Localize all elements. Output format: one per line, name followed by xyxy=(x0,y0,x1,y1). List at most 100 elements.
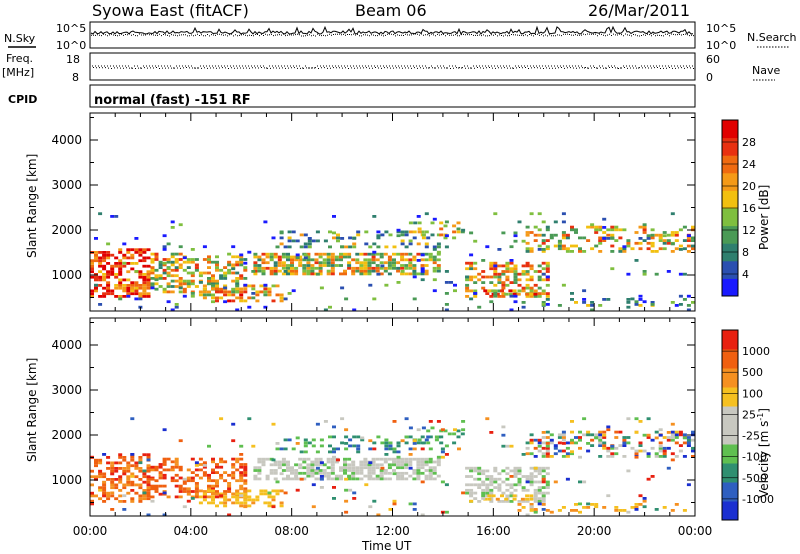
heatmap-cell xyxy=(396,463,401,467)
heatmap-cell xyxy=(368,447,373,451)
heatmap-cell xyxy=(638,237,643,240)
heatmap-cell xyxy=(118,461,123,465)
heatmap-cell xyxy=(130,286,135,290)
nave-tick-top: 60 xyxy=(706,53,720,66)
heatmap-cell xyxy=(227,271,232,275)
heatmap-cell xyxy=(452,432,457,436)
heatmap-cell xyxy=(586,449,591,453)
heatmap-cell xyxy=(294,469,299,472)
heatmap-cell xyxy=(662,455,667,458)
heatmap-cell xyxy=(682,433,687,437)
heatmap-cell xyxy=(670,233,675,237)
heatmap-cell xyxy=(561,506,566,509)
heatmap-cell xyxy=(343,457,347,461)
heatmap-cell xyxy=(150,465,155,469)
colorbar-tick-label: 100 xyxy=(742,387,763,400)
heatmap-cell xyxy=(582,289,587,293)
heatmap-cell xyxy=(314,469,319,472)
heatmap-cell xyxy=(355,261,360,265)
heatmap-cell xyxy=(299,450,304,454)
heatmap-cell xyxy=(182,490,187,493)
heatmap-cell xyxy=(400,457,405,461)
heatmap-cell xyxy=(146,292,151,296)
heatmap-cell xyxy=(598,250,603,253)
heatmap-cell xyxy=(513,469,518,473)
heatmap-cell xyxy=(432,466,437,470)
heatmap-cell xyxy=(336,458,340,462)
heatmap-cell xyxy=(436,252,441,256)
heatmap-cell xyxy=(371,477,376,481)
heatmap-cell xyxy=(231,293,236,297)
heatmap-cell xyxy=(263,290,268,294)
heatmap-cell xyxy=(404,230,409,234)
heatmap-cell xyxy=(347,466,352,470)
heatmap-cell xyxy=(94,275,98,279)
heatmap-cell xyxy=(505,261,510,265)
heatmap-cell xyxy=(306,255,311,259)
heatmap-cell xyxy=(154,479,159,483)
heatmap-cell xyxy=(174,252,179,256)
heatmap-cell xyxy=(529,295,534,298)
heatmap-cell xyxy=(142,497,147,501)
heatmap-cell xyxy=(497,281,502,284)
heatmap-cell xyxy=(130,417,135,421)
heatmap-cell xyxy=(634,449,639,453)
heatmap-cell xyxy=(561,430,566,434)
heatmap-cell xyxy=(166,468,171,472)
heatmap-cell xyxy=(582,301,587,304)
heatmap-cell xyxy=(263,489,268,493)
heatmap-cell xyxy=(424,269,429,273)
heatmap-cell xyxy=(182,505,187,509)
heatmap-cell xyxy=(662,452,667,456)
heatmap-cell xyxy=(194,266,199,269)
heatmap-cell xyxy=(570,509,574,512)
heatmap-cell xyxy=(553,233,558,237)
heatmap-cell xyxy=(344,442,349,445)
heatmap-cell xyxy=(344,428,349,432)
heatmap-cell xyxy=(174,460,179,464)
heatmap-cell xyxy=(130,456,135,459)
heatmap-cell xyxy=(654,436,659,440)
heatmap-cell xyxy=(400,264,405,267)
heatmap-cell xyxy=(219,494,224,498)
heatmap-cell xyxy=(541,272,546,276)
heatmap-cell xyxy=(545,228,550,232)
heatmap-cell xyxy=(90,264,94,268)
heatmap-cell xyxy=(319,486,324,489)
heatmap-cell xyxy=(271,495,276,499)
heatmap-cell xyxy=(198,463,203,466)
heatmap-cell xyxy=(533,491,538,495)
heatmap-cell xyxy=(618,228,623,232)
heatmap-cell xyxy=(243,261,248,265)
heatmap-cell xyxy=(541,497,546,500)
heatmap-cell xyxy=(364,483,369,487)
heatmap-cell xyxy=(351,272,356,276)
heatmap-cell xyxy=(207,279,211,283)
heatmap-cell xyxy=(286,266,290,270)
heatmap-cell xyxy=(340,441,345,445)
heatmap-cell xyxy=(578,510,582,514)
heatmap-cell xyxy=(682,239,687,242)
heatmap-cell xyxy=(541,220,546,224)
heatmap-cell xyxy=(211,489,215,493)
heatmap-cell xyxy=(315,422,320,426)
heatmap-cell xyxy=(375,269,380,273)
heatmap-cell xyxy=(501,480,506,484)
heatmap-cell xyxy=(351,463,356,467)
heatmap-cell xyxy=(678,303,683,306)
heatmap-cell xyxy=(90,469,94,473)
heatmap-cell xyxy=(586,225,591,229)
colorbar-swatch xyxy=(722,349,738,369)
heatmap-cell xyxy=(561,455,566,458)
heatmap-cell xyxy=(146,478,151,481)
heatmap-cell xyxy=(219,417,224,421)
heatmap-cell xyxy=(306,272,311,276)
heatmap-cell xyxy=(194,487,199,491)
heatmap-cell xyxy=(146,469,151,473)
heatmap-cell xyxy=(255,498,260,502)
heatmap-cell xyxy=(477,272,482,276)
heatmap-cell xyxy=(291,230,296,234)
heatmap-cell xyxy=(670,458,675,462)
heatmap-cell xyxy=(215,282,219,286)
heatmap-cell xyxy=(271,284,276,288)
